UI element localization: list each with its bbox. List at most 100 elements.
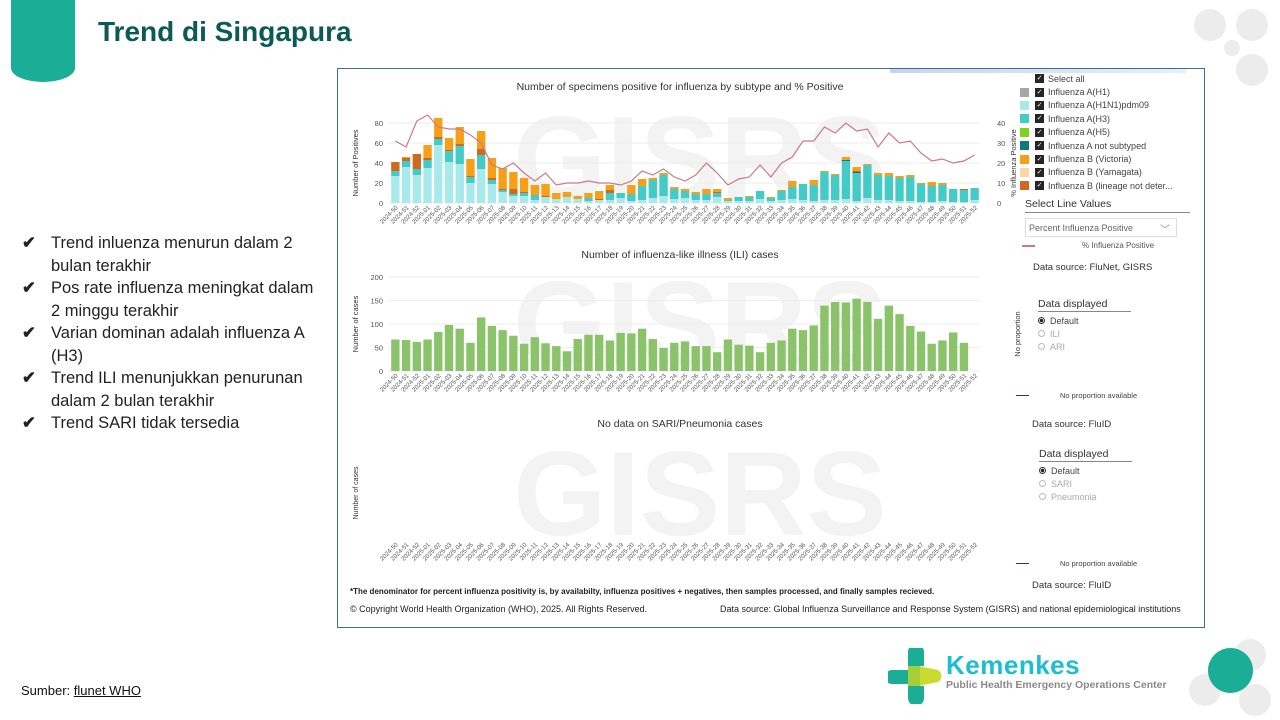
bar-segment <box>659 173 668 175</box>
finding-item: ✔ Trend inluenza menurun dalam 2 bulan te… <box>20 232 320 277</box>
radio-label: SARI <box>1051 478 1073 489</box>
legend-label: Influenza A(H3) <box>1048 113 1111 124</box>
radio-sari[interactable]: SARI <box>1039 477 1132 490</box>
y-tick-label: 40 <box>375 159 383 168</box>
radio-default[interactable]: Default <box>1039 464 1132 477</box>
bar-segment <box>562 192 572 197</box>
bar-segment <box>476 131 486 149</box>
radio-pneumonia[interactable]: Pneumonia <box>1039 490 1132 503</box>
legend-item[interactable]: ✓ Influenza B (lineage not deter... <box>1020 179 1173 192</box>
legend-item[interactable]: ✓ Influenza A(H1N1)pdm09 <box>1020 99 1173 112</box>
finding-item: ✔ Trend SARI tidak tersedia <box>20 412 320 435</box>
ili-bar <box>562 351 572 371</box>
checkbox-checked-icon[interactable]: ✓ <box>1035 87 1044 97</box>
radio-default[interactable]: Default <box>1038 314 1131 327</box>
legend-item[interactable]: ✓ Influenza A not subtyped <box>1020 139 1173 152</box>
finding-text: Varian dominan adalah influenza A (H3) <box>51 324 304 365</box>
bar-segment <box>723 198 733 200</box>
bar-segment <box>627 201 636 203</box>
bar-segment <box>670 199 679 203</box>
bar-segment <box>959 202 969 203</box>
bar-segment <box>487 158 497 178</box>
chart2-ylabel: Number of cases <box>351 295 360 352</box>
bar-segment <box>680 191 690 198</box>
bar-segment <box>637 179 647 186</box>
legend-item[interactable]: ✓ Influenza A(H3) <box>1020 112 1173 125</box>
bar-segment <box>648 180 658 198</box>
source-link[interactable]: flunet WHO <box>73 683 141 698</box>
ili-bar <box>755 352 765 371</box>
ili-bar <box>541 343 550 371</box>
checkbox-checked-icon[interactable]: ✓ <box>1035 127 1044 137</box>
bar-segment <box>830 175 840 200</box>
checkbox-checked-icon[interactable]: ✓ <box>1035 114 1044 124</box>
legend-item[interactable]: ✓ Influenza A(H5) <box>1020 126 1173 139</box>
ili-bar <box>412 341 422 371</box>
chevron-down-icon: ﹀ <box>1160 225 1170 236</box>
bar-segment <box>927 186 936 202</box>
key-findings-list: ✔ Trend inluenza menurun dalam 2 bulan te… <box>20 232 320 435</box>
bar-segment <box>509 194 518 196</box>
legend-select-all[interactable]: ✓ Select all <box>1020 72 1173 85</box>
bar-segment <box>530 195 540 200</box>
bar-segment <box>712 189 722 192</box>
decorative-circle <box>1208 648 1253 693</box>
bar-segment <box>734 201 743 203</box>
bar-segment <box>498 189 507 190</box>
bar-segment <box>476 149 486 155</box>
legend-label: Influenza A not subtyped <box>1048 140 1147 151</box>
bar-segment <box>605 193 615 200</box>
ili-bar <box>498 330 507 371</box>
watermark-text: GISRS <box>513 92 886 226</box>
radio-ari[interactable]: ARI <box>1038 340 1131 353</box>
bar-segment <box>788 199 797 203</box>
bar-segment <box>616 198 625 203</box>
line-swatch <box>1022 244 1035 247</box>
legend-item[interactable]: ✓ Influenza B (Victoria) <box>1020 152 1173 165</box>
bar-segment <box>627 185 636 194</box>
ili-bar <box>777 340 786 371</box>
bar-segment <box>745 201 754 203</box>
ili-bar <box>959 342 969 371</box>
bar-segment <box>948 189 958 202</box>
line-values-dropdown[interactable]: Percent Influenza Positive ﹀ <box>1025 218 1177 237</box>
bar-segment <box>466 183 475 203</box>
bar-segment <box>841 199 851 203</box>
bar-segment <box>906 201 915 203</box>
bar-segment <box>648 198 658 203</box>
legend-item[interactable]: ✓ Influenza A(H1) <box>1020 85 1173 98</box>
bar-segment <box>702 200 711 203</box>
radio-ili[interactable]: ILI <box>1038 327 1131 340</box>
bar-segment <box>605 190 615 193</box>
checkbox-checked-icon[interactable]: ✓ <box>1035 181 1044 191</box>
y2-tick-label: 10 <box>997 179 1005 188</box>
bar-segment <box>927 202 936 203</box>
legend-label: Select all <box>1048 73 1085 84</box>
legend-item[interactable]: ✓ Influenza B (Yamagata) <box>1020 166 1173 179</box>
radio-label: Default <box>1050 315 1079 326</box>
bar-segment <box>745 197 754 201</box>
checkbox-checked-icon[interactable]: ✓ <box>1035 167 1044 177</box>
legend-label: Influenza B (Yamagata) <box>1048 167 1142 178</box>
legend-swatch <box>1020 127 1029 137</box>
checkbox-checked-icon[interactable]: ✓ <box>1035 141 1044 151</box>
legend-swatch <box>1020 181 1029 191</box>
ili-bar <box>519 343 529 371</box>
checkbox-checked-icon[interactable]: ✓ <box>1035 154 1044 164</box>
checkbox-checked-icon[interactable]: ✓ <box>1035 100 1044 110</box>
ili-bar <box>766 342 776 371</box>
bar-segment <box>562 197 572 203</box>
bar-segment <box>401 167 411 203</box>
ili-bar <box>820 305 829 371</box>
ili-bar <box>895 314 904 371</box>
checkbox-checked-icon[interactable]: ✓ <box>1035 74 1044 84</box>
chart1-title: Number of specimens positive for influen… <box>517 81 844 93</box>
bar-segment <box>487 178 497 180</box>
y-tick-label: 0 <box>379 367 383 376</box>
bar-segment <box>455 144 464 146</box>
data-source-fluid: Data source: FluID <box>1032 419 1112 430</box>
logo-text: Kemenkes Public Health Emergency Operati… <box>946 650 1167 691</box>
bar-segment <box>670 187 679 189</box>
bar-segment <box>455 164 464 203</box>
bar-segment <box>401 157 411 158</box>
